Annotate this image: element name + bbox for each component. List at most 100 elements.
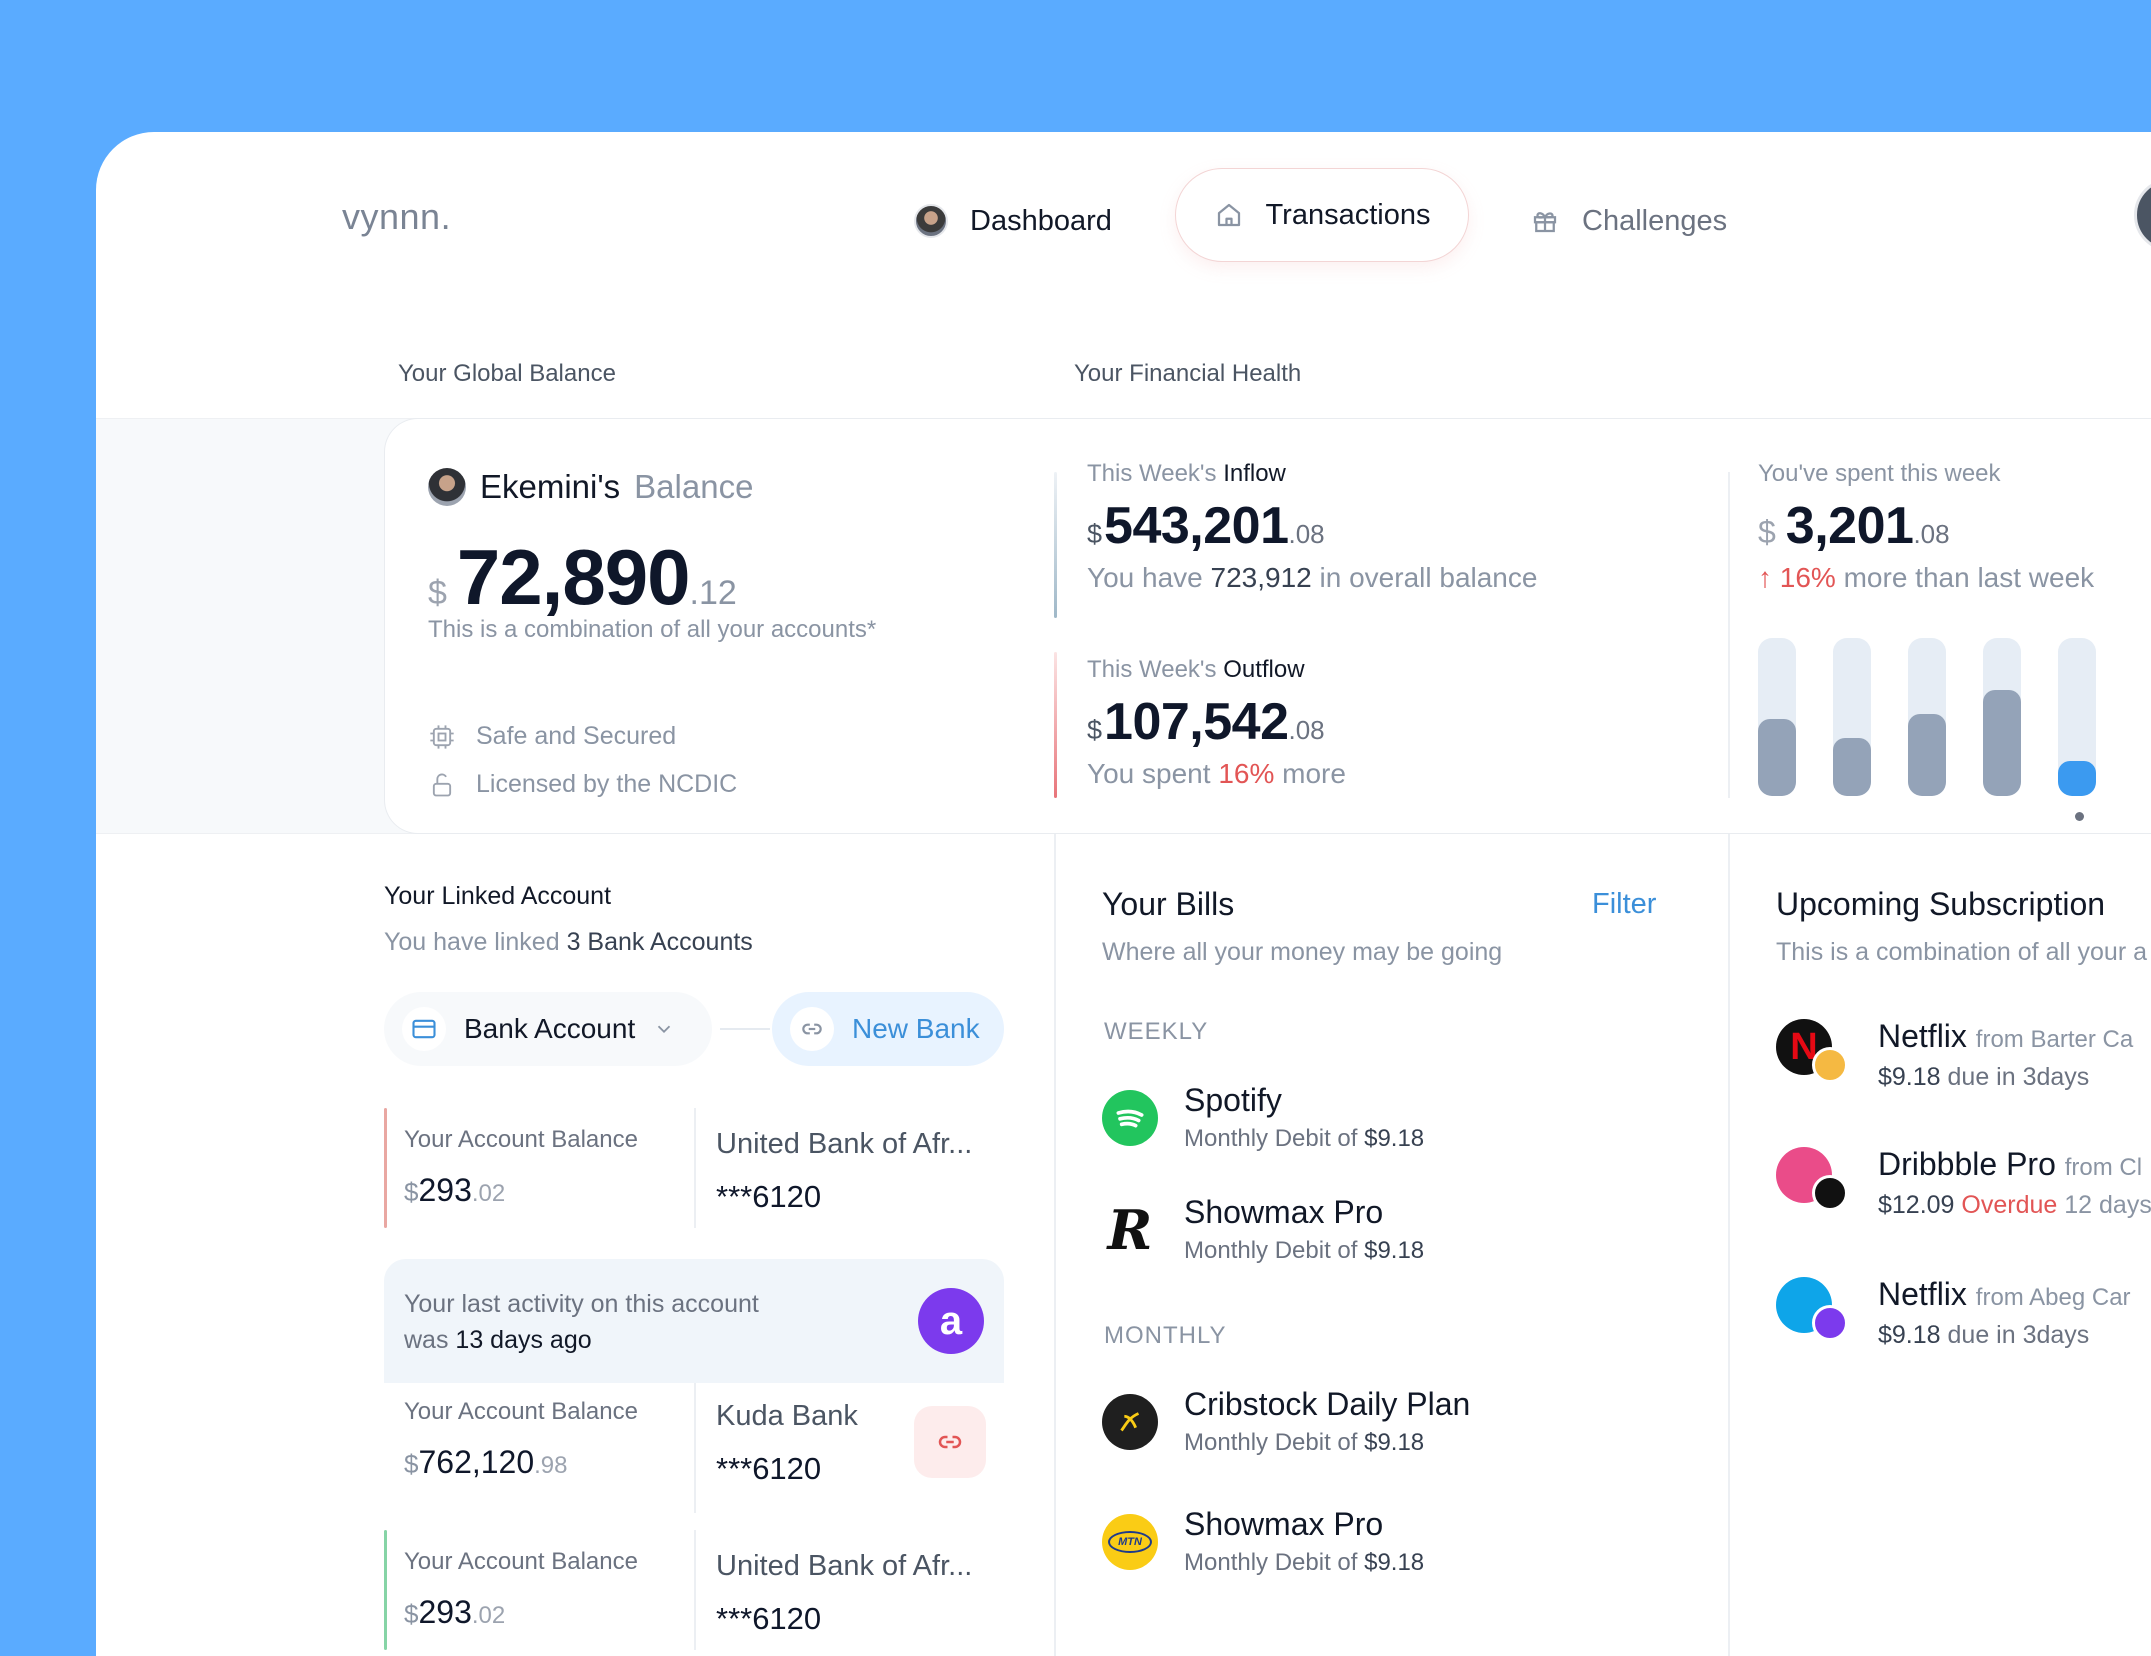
- global-balance-heading: Your Global Balance: [398, 360, 616, 387]
- account-1-divider: [694, 1108, 696, 1228]
- outflow-block: This Week's Outflow $ 107,542 .08 You sp…: [1087, 656, 1346, 790]
- bill-3-name: Cribstock Daily Plan: [1184, 1386, 1471, 1422]
- bill-4-debit: Monthly Debit of $9.18: [1184, 1549, 1425, 1576]
- activity-text: Your last activity on this account was 1…: [404, 1290, 759, 1354]
- chip-icon: [430, 724, 454, 749]
- spend-bar-5[interactable]: [2058, 638, 2096, 796]
- chevron-down-icon: [658, 1025, 671, 1034]
- bill-3-debit: Monthly Debit of $9.18: [1184, 1429, 1425, 1456]
- bills-monthly-label: MONTHLY: [1104, 1322, 1227, 1349]
- link-icon: [938, 1435, 962, 1449]
- account-2-bank: Kuda Bank ***6120: [716, 1400, 858, 1487]
- account-1-balance: $293.02: [404, 1172, 506, 1208]
- feature-secured: Safe and Secured: [428, 722, 676, 751]
- account-3-label: Your Account Balance: [404, 1548, 638, 1575]
- account-1[interactable]: Your Account Balance $293.02: [404, 1126, 638, 1209]
- nav-transactions[interactable]: Transactions: [1175, 168, 1469, 262]
- arrow-up-icon: ↑: [1758, 562, 1772, 593]
- bills-filter-link[interactable]: Filter: [1592, 888, 1657, 920]
- column-divider-2: [1728, 834, 1730, 1656]
- spent-block: You've spent this week $ 3,201 .08 ↑ 16%…: [1758, 460, 2094, 594]
- feature-secured-label: Safe and Secured: [476, 722, 677, 750]
- connector-line: [720, 1028, 770, 1030]
- global-balance-amount: $ 72,890 .12: [428, 532, 737, 623]
- account-1-accent: [384, 1108, 387, 1228]
- account-2-bank-name: Kuda Bank: [716, 1400, 858, 1432]
- subscriptions-subtitle: This is a combination of all your a: [1776, 938, 2148, 966]
- spend-bar-1[interactable]: [1758, 638, 1796, 796]
- spend-bar-fill-3: [1908, 713, 1946, 796]
- feature-licensed-label: Licensed by the NCDIC: [476, 770, 738, 798]
- bill-4-name: Showmax Pro: [1184, 1506, 1384, 1542]
- subscription-item-1[interactable]: N Netflix from Barter Ca $9.18 due in 3d…: [1776, 1018, 2133, 1092]
- nav-transactions-label: Transactions: [1265, 198, 1431, 231]
- nav-challenges[interactable]: Challenges: [1530, 190, 1727, 252]
- account-3-number: ***6120: [716, 1601, 822, 1636]
- account-3-divider: [694, 1530, 696, 1650]
- spend-bar-2[interactable]: [1833, 638, 1871, 796]
- new-bank-button[interactable]: New Bank: [772, 992, 1004, 1066]
- summary-divider: [1728, 472, 1730, 798]
- account-1-bank: United Bank of Afr... ***6120: [716, 1128, 972, 1215]
- bill-2-name: Showmax Pro: [1184, 1194, 1384, 1230]
- bill-item-3[interactable]: Cribstock Daily Plan Monthly Debit of $9…: [1102, 1386, 1470, 1457]
- owner-avatar: [428, 468, 466, 506]
- inflow-accent-line: [1054, 472, 1057, 618]
- subscription-1-due: $9.18 due in 3days: [1878, 1063, 2090, 1091]
- inflow-block: This Week's Inflow $ 543,201 .08 You hav…: [1087, 460, 1537, 594]
- outflow-amount: $ 107,542 .08: [1087, 693, 1325, 751]
- account-3-bank-name: United Bank of Afr...: [716, 1550, 973, 1582]
- bill-item-4[interactable]: MTN Showmax Pro Monthly Debit of $9.18: [1102, 1506, 1424, 1577]
- subscription-item-3[interactable]: Netflix from Abeg Car $9.18 due in 3days: [1776, 1276, 2131, 1350]
- linked-sub: You have linked 3 Bank Accounts: [384, 928, 753, 956]
- bank-account-select[interactable]: Bank Account: [384, 992, 712, 1066]
- spend-bar-3[interactable]: [1908, 638, 1946, 796]
- account-1-bank-name: United Bank of Afr...: [716, 1128, 973, 1160]
- balance-note: This is a combination of all your accoun…: [428, 616, 877, 643]
- bank-logo-icon: [1776, 1277, 1848, 1349]
- subscription-1-name: Netflix from Barter Ca: [1878, 1018, 2134, 1054]
- user-avatar[interactable]: [2134, 178, 2151, 252]
- account-2-label: Your Account Balance: [404, 1398, 638, 1425]
- brand-logo[interactable]: vynnn.: [342, 196, 452, 237]
- bill-2-debit: Monthly Debit of $9.18: [1184, 1237, 1425, 1264]
- inflow-sub: You have 723,912 in overall balance: [1087, 562, 1538, 593]
- nav-dashboard[interactable]: Dashboard: [914, 190, 1112, 252]
- kuda-logo-icon: a: [918, 1288, 984, 1354]
- r-logo-icon: R: [1102, 1198, 1158, 1262]
- subscription-3-due: $9.18 due in 3days: [1878, 1321, 2090, 1349]
- link-icon: [790, 1007, 834, 1051]
- bill-item-2[interactable]: R Showmax Pro Monthly Debit of $9.18: [1102, 1194, 1424, 1265]
- subscription-3-name: Netflix from Abeg Car: [1878, 1276, 2131, 1312]
- bill-item-1[interactable]: Spotify Monthly Debit of $9.18: [1102, 1082, 1424, 1153]
- gift-icon: [1533, 212, 1557, 233]
- spend-bar-fill-4: [1983, 690, 2021, 796]
- mtn-icon: MTN: [1102, 1513, 1158, 1570]
- spend-bar-4[interactable]: [1983, 638, 2021, 796]
- feature-licensed: Licensed by the NCDIC: [428, 770, 737, 799]
- subscription-item-2[interactable]: Dribbble Pro from Cl $12.09 Overdue 12 d…: [1776, 1146, 2151, 1220]
- spent-amount: $ 3,201 .08: [1758, 497, 1950, 555]
- bills-weekly-label: WEEKLY: [1104, 1018, 1209, 1045]
- cribstock-icon: [1102, 1393, 1158, 1450]
- activity-banner: [384, 1259, 1004, 1383]
- account-2-number: ***6120: [716, 1451, 822, 1486]
- balance-title-suffix: Balance: [634, 468, 754, 505]
- dribbble-icon: [1776, 1147, 1848, 1219]
- nav-dashboard-label: Dashboard: [970, 204, 1112, 237]
- app-window: vynnn. Dashboard Transactions Challenges…: [96, 132, 2151, 1656]
- linked-title: Your Linked Account: [384, 882, 612, 910]
- card-icon: [402, 1007, 446, 1051]
- balance-header: Ekemini's Balance: [428, 468, 753, 506]
- account-2[interactable]: Your Account Balance $762,120.98: [404, 1398, 638, 1481]
- unlink-button[interactable]: [914, 1406, 986, 1478]
- balance-currency: $: [428, 574, 447, 612]
- inflow-label: This Week's Inflow: [1087, 460, 1286, 487]
- account-1-number: ***6120: [716, 1179, 822, 1214]
- account-3[interactable]: Your Account Balance $293.02: [404, 1548, 638, 1631]
- home-icon: [1217, 203, 1240, 227]
- subscription-2-due: $12.09 Overdue 12 days: [1878, 1191, 2151, 1219]
- account-1-label: Your Account Balance: [404, 1126, 638, 1153]
- outflow-label: This Week's Outflow: [1087, 656, 1305, 683]
- spend-bar-fill-2: [1833, 737, 1871, 796]
